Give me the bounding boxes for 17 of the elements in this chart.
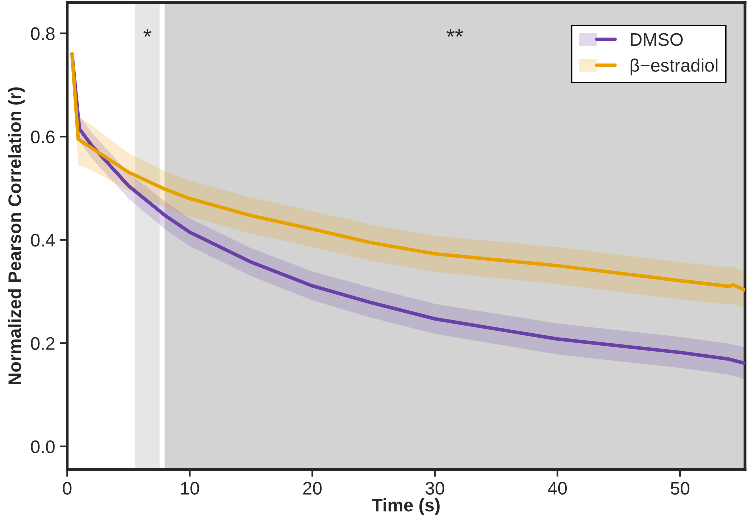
band-label: * xyxy=(144,29,152,38)
x-tick-label: 50 xyxy=(670,482,690,495)
y-tick-label: 0.4 xyxy=(31,234,56,247)
x-tick-label: 10 xyxy=(181,482,200,495)
x-tick-label: 20 xyxy=(303,482,322,495)
y-tick-label: 0.0 xyxy=(31,440,55,454)
y-tick-label: 0.2 xyxy=(31,337,55,350)
legend-label: β−estradiol xyxy=(630,58,718,76)
band-label: ** xyxy=(446,29,464,38)
x-tick-label: 40 xyxy=(548,482,568,495)
legend-label: DMSO xyxy=(631,33,683,46)
x-axis-title: Time (s) xyxy=(372,498,440,516)
x-tick-label: 30 xyxy=(426,482,444,495)
y-tick-label: 0.6 xyxy=(31,130,55,144)
y-tick-label: 0.8 xyxy=(31,28,55,40)
y-axis-title: Normalized Pearson Correlation (r) xyxy=(8,88,25,385)
x-tick-label: 0 xyxy=(63,482,72,495)
